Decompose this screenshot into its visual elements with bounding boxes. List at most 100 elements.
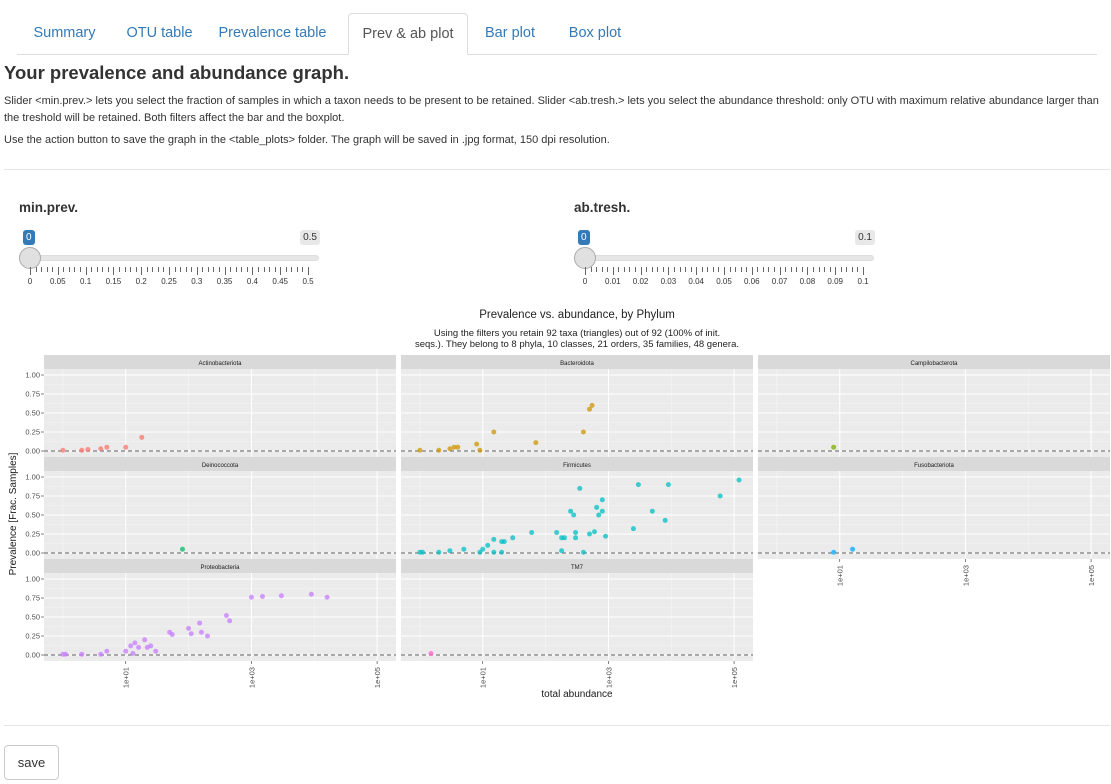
- slider-tick: [46, 267, 48, 272]
- slider-tick: [274, 267, 276, 272]
- facet-strip: [44, 559, 396, 573]
- x-tick-label: 1e+03: [604, 667, 613, 688]
- slider-tick: [712, 267, 714, 272]
- slider-tick: [57, 267, 59, 275]
- data-point: [428, 650, 434, 656]
- slider-tick: [35, 267, 37, 272]
- slider-tick: [673, 267, 675, 272]
- slider-tick-label: 0.07: [771, 277, 788, 286]
- slider-tick: [785, 267, 787, 272]
- slider-tick: [646, 267, 648, 272]
- y-tick-label: 0.00: [25, 651, 40, 660]
- slider-tick: [291, 267, 293, 272]
- x-tick-label: 1e+03: [247, 667, 256, 688]
- ab-tresh-label: ab.tresh.: [574, 200, 631, 215]
- data-point: [665, 482, 671, 488]
- slider-tick: [735, 267, 737, 272]
- slider-tick: [790, 267, 792, 272]
- slider-tick: [607, 267, 609, 272]
- slider-tick: [169, 267, 170, 275]
- slider-tick: [152, 267, 154, 272]
- data-point: [136, 644, 142, 650]
- tab-prevalence-table[interactable]: Prevalence table: [218, 25, 327, 41]
- slider-tick: [657, 267, 659, 272]
- slider-tick: [640, 267, 642, 275]
- tab-bar-plot[interactable]: Bar plot: [485, 25, 535, 41]
- ab-tresh-slider[interactable]: 0 0.1 0 0.01 0.02 0.03 0.04 0.05 0.06 0.07 0.08 0…: [574, 230, 875, 290]
- data-point: [417, 447, 423, 453]
- facet-label: Actinobacteriota: [198, 361, 242, 367]
- data-point: [132, 640, 138, 646]
- data-point: [580, 549, 586, 555]
- slider-tick: [135, 267, 137, 272]
- data-point: [554, 529, 560, 535]
- slider-tick: [296, 267, 298, 272]
- divider: [4, 169, 1110, 170]
- slider-tick: [851, 267, 853, 272]
- x-tick-label: 1e+05: [730, 667, 739, 688]
- slider-current-value: 0: [578, 230, 590, 245]
- slider-tick: [68, 267, 70, 272]
- slider-tick: [801, 267, 803, 272]
- slider-tick: [191, 267, 193, 272]
- data-point: [491, 549, 497, 555]
- slider-tick-label: 0.45: [272, 277, 288, 286]
- slider-tick: [235, 267, 237, 272]
- slider-tick: [202, 267, 204, 272]
- tab-summary[interactable]: Summary: [33, 25, 96, 41]
- slider-tick: [623, 267, 625, 272]
- save-button[interactable]: save: [4, 745, 59, 780]
- data-point: [736, 477, 742, 483]
- slider-tick: [651, 267, 653, 272]
- slider-tick-label: 0.5: [302, 277, 314, 286]
- data-point: [561, 535, 567, 541]
- slider-tick: [740, 267, 742, 272]
- slider-handle[interactable]: [19, 247, 41, 269]
- slider-tick: [685, 267, 687, 272]
- data-point: [451, 444, 457, 450]
- slider-tick: [779, 267, 781, 275]
- slider-tick: [113, 267, 115, 275]
- y-tick-label: 0.25: [25, 428, 40, 437]
- slider-tick-label: 0.09: [827, 277, 843, 286]
- slider-tick: [74, 267, 76, 272]
- slider-handle[interactable]: [574, 247, 596, 269]
- tab-prev-ab-plot[interactable]: Prev & ab plot: [348, 13, 468, 55]
- data-point: [717, 493, 723, 499]
- data-point: [447, 446, 453, 452]
- slider-tick: [246, 267, 248, 272]
- data-point: [79, 651, 85, 657]
- slider-tick: [219, 267, 221, 272]
- data-point: [571, 512, 577, 518]
- slider-ticks: [19, 267, 319, 277]
- slider-track[interactable]: [19, 255, 319, 261]
- slider-tick: [724, 267, 725, 275]
- slider-track[interactable]: [574, 255, 874, 261]
- data-point: [98, 651, 104, 657]
- slider-tick: [857, 267, 859, 272]
- slider-tick: [141, 267, 143, 275]
- slider-tick: [118, 267, 120, 272]
- data-point: [587, 531, 593, 537]
- data-point: [148, 643, 154, 649]
- slider-tick-label: 0.06: [744, 277, 760, 286]
- data-point: [649, 508, 655, 514]
- slider-tick: [146, 267, 148, 272]
- data-point: [123, 444, 129, 450]
- slider-tick: [596, 267, 598, 272]
- description-text: Slider <min.prev.> lets you select the f…: [4, 95, 1099, 124]
- data-point: [577, 485, 583, 491]
- tab-otu-table[interactable]: OTU table: [126, 25, 193, 41]
- slider-tick: [30, 267, 31, 275]
- data-point: [831, 549, 837, 555]
- x-tick-label: 1e+03: [961, 565, 970, 586]
- y-axis-label: Prevalence [Frac. Samples]: [8, 452, 19, 575]
- tab-box-plot[interactable]: Box plot: [568, 25, 622, 41]
- slider-tick: [590, 267, 592, 272]
- data-point: [308, 591, 314, 597]
- slider-tick: [746, 267, 748, 272]
- slider-tick: [690, 267, 692, 272]
- slider-tick: [585, 267, 586, 275]
- min-prev-slider[interactable]: 0 0.5 0 0.05 0.1 0.15 0.2 0.25 0.3 0.35 0.4 0.45 0…: [19, 230, 320, 290]
- slider-tick: [130, 267, 132, 272]
